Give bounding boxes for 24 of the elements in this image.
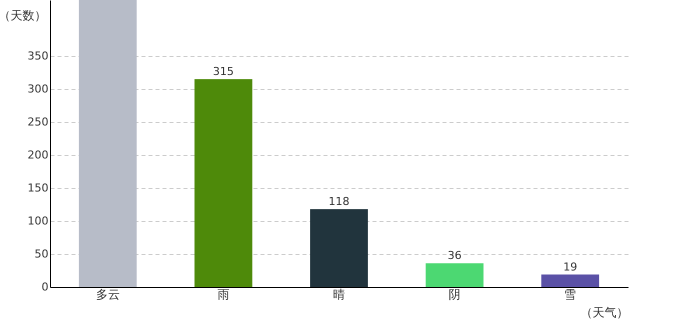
- y-axis-title: （天数）: [0, 8, 46, 22]
- x-tick-label: 多云: [96, 288, 120, 302]
- bar: [310, 209, 368, 287]
- y-tick-label: 50: [34, 248, 48, 261]
- bar: [541, 274, 600, 287]
- y-tick-label: 350: [28, 50, 48, 63]
- x-tick-label: 雨: [217, 288, 230, 302]
- y-tick-label: 100: [28, 214, 48, 228]
- y-tick-label: 250: [28, 116, 48, 129]
- data-label: 315: [212, 65, 234, 78]
- bar: [426, 263, 484, 287]
- y-tick-label: 200: [28, 148, 48, 162]
- data-label: 118: [328, 195, 350, 208]
- x-tick-label: 雪: [564, 288, 576, 302]
- x-tick-label: 晴: [333, 288, 345, 302]
- y-tick-label: 150: [28, 182, 48, 195]
- data-label: 19: [563, 260, 578, 274]
- bar: [194, 79, 252, 287]
- data-label: 36: [448, 249, 462, 262]
- x-axis-title: （天气）: [580, 306, 628, 320]
- y-tick-label: 0: [42, 280, 48, 294]
- x-tick-label: 阴: [448, 288, 461, 302]
- bar: [78, 0, 137, 287]
- y-tick-label: 300: [28, 82, 48, 96]
